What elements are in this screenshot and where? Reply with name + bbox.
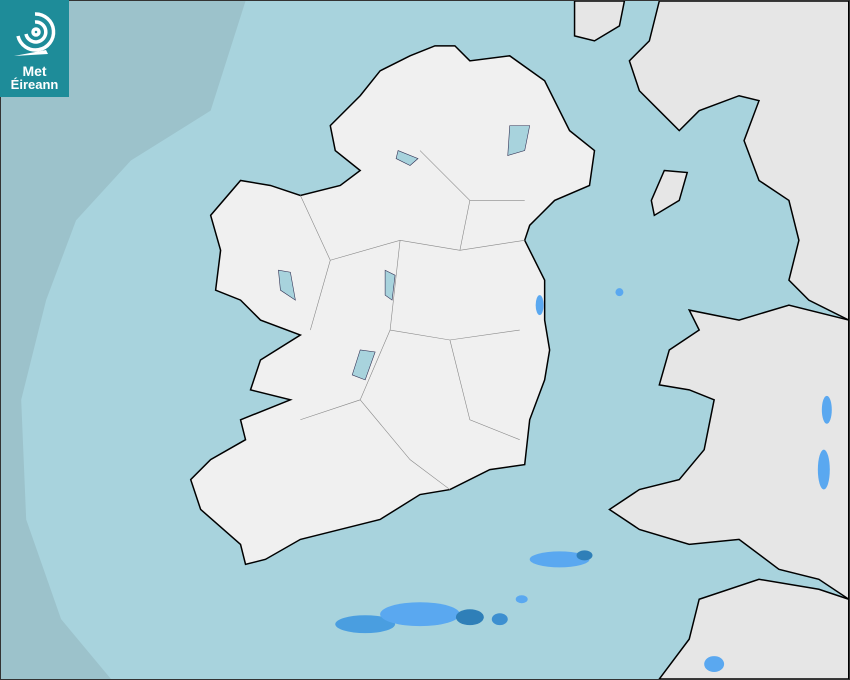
county-borders <box>300 150 525 490</box>
met-eireann-logo[interactable]: Met Éireann <box>0 0 69 97</box>
land-great-britain <box>573 1 849 679</box>
swirl-logo-icon <box>14 12 56 56</box>
rain-echoes <box>335 288 832 673</box>
lakes <box>278 125 531 381</box>
logo-text-met: Met <box>22 63 47 79</box>
logo-text-eireann: Éireann <box>10 77 59 92</box>
